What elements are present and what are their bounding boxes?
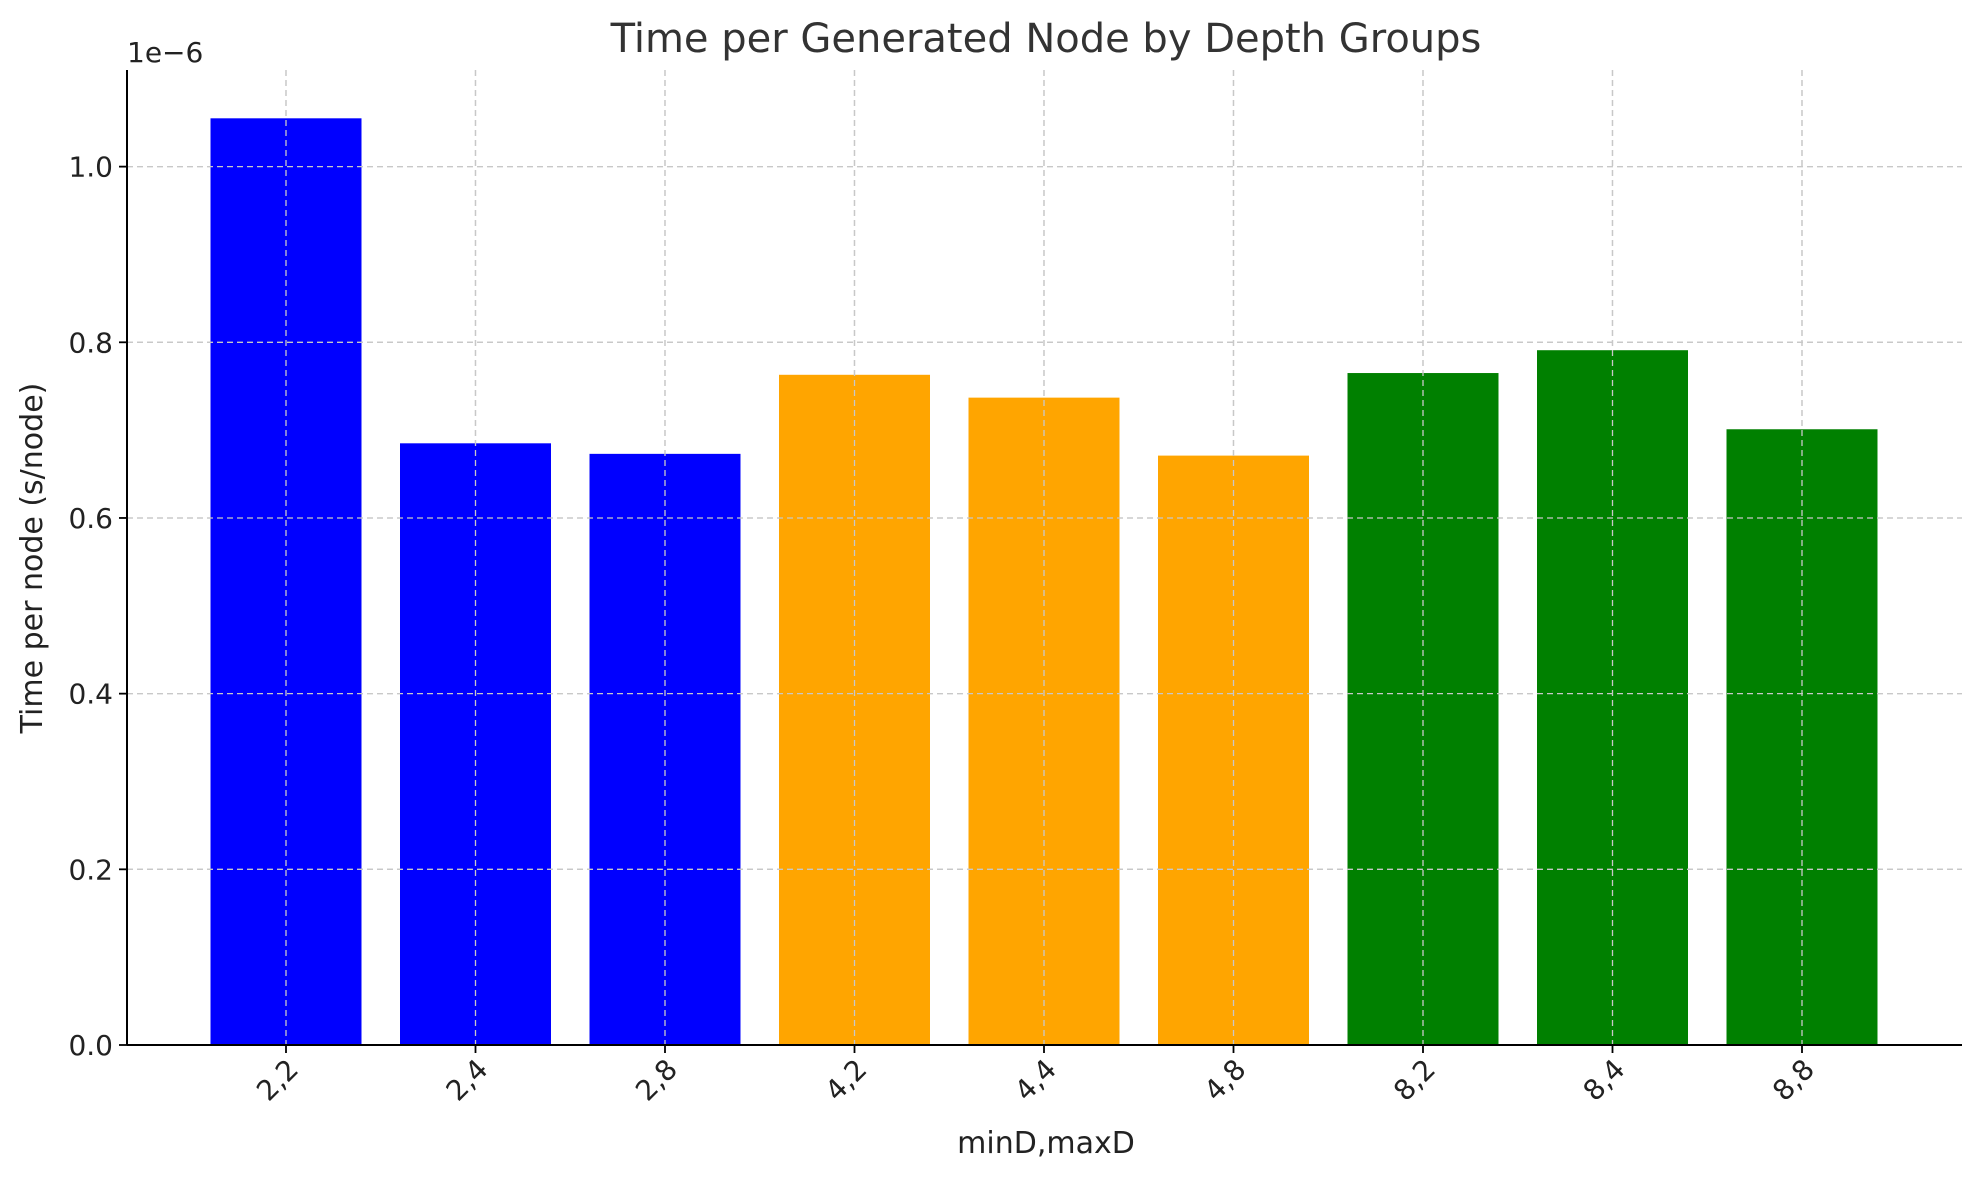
y-axis-label: Time per node (s/node)	[15, 383, 50, 735]
y-axis-offset-label: 1e−6	[127, 36, 203, 69]
x-tick-label: 4,2	[819, 1053, 874, 1108]
y-tick-label: 0.6	[68, 502, 113, 535]
x-tick-label: 8,8	[1766, 1053, 1821, 1108]
y-tick-label: 0.0	[68, 1029, 113, 1062]
x-tick-label: 2,8	[629, 1053, 684, 1108]
x-tick-label: 8,4	[1577, 1053, 1632, 1108]
x-tick-label: 8,2	[1387, 1053, 1442, 1108]
y-tick-label: 0.2	[68, 853, 113, 886]
y-tick-label: 1.0	[68, 151, 113, 184]
x-tick-label: 2,2	[250, 1053, 305, 1108]
y-tick-label: 0.4	[68, 678, 113, 711]
x-tick-label: 4,8	[1198, 1053, 1253, 1108]
x-tick-label: 4,4	[1008, 1053, 1063, 1108]
y-tick-label: 0.8	[68, 326, 113, 359]
tick-marks	[119, 165, 1803, 1053]
bar-8-4	[1537, 350, 1688, 1045]
x-axis-label: minD,maxD	[957, 1126, 1135, 1161]
chart-title: Time per Generated Node by Depth Groups	[610, 16, 1482, 62]
x-tick-label: 2,4	[440, 1053, 495, 1108]
bars	[127, 70, 1962, 1046]
